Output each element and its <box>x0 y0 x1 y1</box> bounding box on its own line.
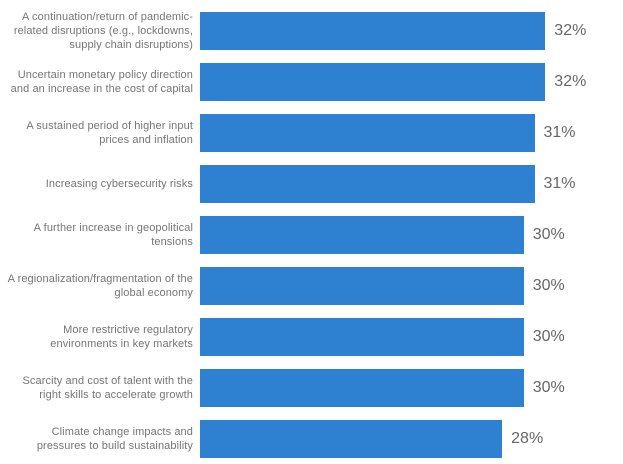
category-label: Scarcity and cost of talent with the rig… <box>22 374 193 401</box>
bar-track: 32% <box>200 11 623 50</box>
bar <box>200 419 503 458</box>
chart-rows: A continuation/return of pandemic-relate… <box>0 5 623 464</box>
category-label: Climate change impacts and pressures to … <box>36 425 193 452</box>
value-label: 30% <box>532 276 565 294</box>
bar <box>200 317 524 356</box>
bar-track: 30% <box>200 368 623 407</box>
category-label: A sustained period of higher input price… <box>26 119 193 146</box>
category-label: A further increase in geopolitical tensi… <box>33 221 193 248</box>
chart-row: Increasing cybersecurity risks 31% <box>0 158 623 209</box>
value-label: 30% <box>532 225 565 243</box>
category-label: A regionalization/fragmentation of the g… <box>7 272 193 299</box>
category-label: More restrictive regulatory environments… <box>50 323 193 350</box>
bar-track: 31% <box>200 113 623 152</box>
category-label: Uncertain monetary policy direction and … <box>10 68 193 95</box>
category-label: Increasing cybersecurity risks <box>45 177 193 190</box>
bar-track: 28% <box>200 419 623 458</box>
chart-row: Uncertain monetary policy direction and … <box>0 56 623 107</box>
bar-track: 30% <box>200 266 623 305</box>
value-label: 31% <box>543 174 576 192</box>
value-label: 31% <box>543 123 576 141</box>
bar <box>200 11 546 50</box>
value-label: 28% <box>511 429 544 447</box>
bar <box>200 164 535 203</box>
bar <box>200 62 546 101</box>
bar <box>200 215 524 254</box>
value-label: 30% <box>532 327 565 345</box>
bar <box>200 368 524 407</box>
value-label: 30% <box>532 378 565 396</box>
bar <box>200 266 524 305</box>
bar-track: 32% <box>200 62 623 101</box>
bar-track: 30% <box>200 215 623 254</box>
bar-track: 30% <box>200 317 623 356</box>
bar <box>200 113 535 152</box>
value-label: 32% <box>554 72 587 90</box>
value-label: 32% <box>554 21 587 39</box>
chart-row: Climate change impacts and pressures to … <box>0 413 623 464</box>
chart-row: A sustained period of higher input price… <box>0 107 623 158</box>
chart-row: Scarcity and cost of talent with the rig… <box>0 362 623 413</box>
chart-row: A continuation/return of pandemic-relate… <box>0 5 623 56</box>
chart-row: A regionalization/fragmentation of the g… <box>0 260 623 311</box>
category-label: A continuation/return of pandemic-relate… <box>13 10 193 51</box>
chart-row: More restrictive regulatory environments… <box>0 311 623 362</box>
chart-row: A further increase in geopolitical tensi… <box>0 209 623 260</box>
bar-track: 31% <box>200 164 623 203</box>
